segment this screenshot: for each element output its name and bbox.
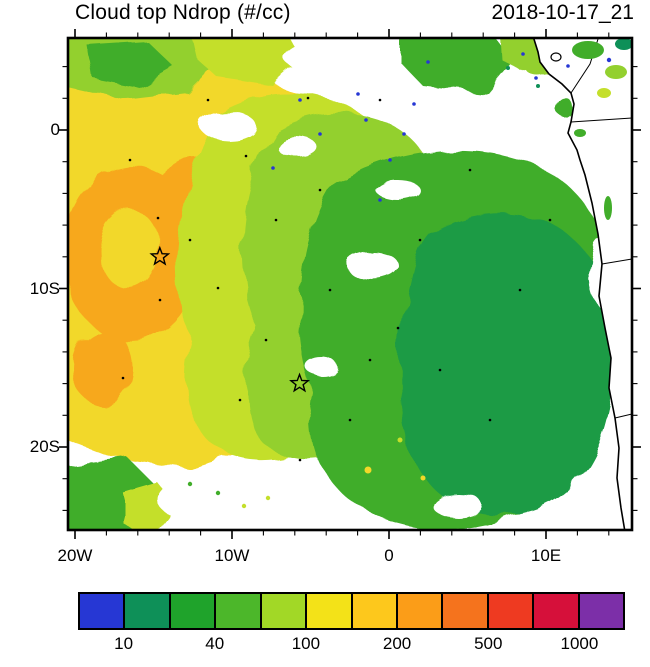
colorbar-cell: [579, 594, 624, 628]
colorbar-cell: [352, 594, 398, 628]
map-frame: [66, 36, 634, 532]
speckle-dots: [121, 52, 570, 509]
plot-title: Cloud top Ndrop (#/cc): [75, 1, 291, 24]
land-africa: [532, 38, 632, 530]
x-axis-tick-label: 10W: [214, 546, 250, 565]
colorbar-cell: [261, 594, 308, 628]
field-layers: [68, 38, 632, 530]
x-axis-tick-label: 10E: [530, 546, 562, 565]
plot-timestamp: 2018-10-17_21: [491, 1, 634, 24]
colorbar-tick-label: 500: [474, 634, 503, 653]
island-bioko: [550, 52, 562, 62]
star-marker: [289, 372, 310, 393]
coastline: [532, 38, 626, 530]
colorbar-cell: [443, 594, 489, 628]
colorbar-tick-label: 10: [114, 634, 134, 653]
colorbar: [78, 592, 625, 630]
y-axis-tick-label: 0: [50, 120, 60, 139]
colorbar-cell: [534, 594, 580, 628]
colorbar-cell: [488, 594, 535, 628]
colorbar-cell: [125, 594, 171, 628]
y-axis-tick-label: 20S: [29, 437, 60, 456]
colorbar-tick-label: 100: [291, 634, 321, 653]
star-markers: [149, 245, 310, 393]
map-canvas: [59, 29, 641, 539]
colorbar-cell: [216, 594, 262, 628]
colorbar-cell: [307, 594, 353, 628]
star-marker: [149, 245, 171, 266]
colorbar-cell: [80, 594, 126, 628]
colorbar-tick-label: 1000: [560, 634, 599, 653]
colorbar-tick-label: 40: [205, 634, 225, 653]
colorbar-cell: [397, 594, 444, 628]
x-axis-tick-label: 20W: [57, 546, 93, 565]
colorbar-cell: [170, 594, 217, 628]
x-axis-tick-label: 0: [384, 546, 394, 565]
y-axis-tick-label: 10S: [29, 278, 60, 298]
colorbar-tick-label: 200: [382, 634, 412, 653]
